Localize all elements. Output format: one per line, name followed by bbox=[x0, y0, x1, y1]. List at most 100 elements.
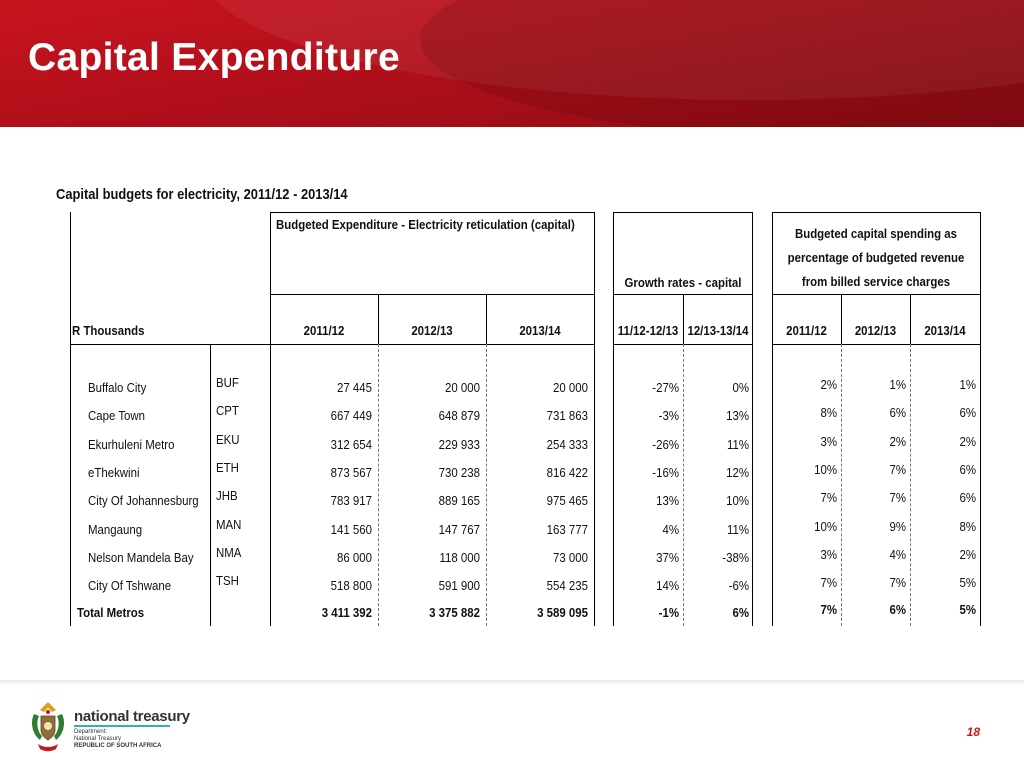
table-row-name: Nelson Mandela Bay bbox=[88, 550, 194, 565]
pct-group-header-line: Budgeted capital spending as bbox=[794, 226, 958, 241]
table-row-budget-value: 312 654 bbox=[330, 437, 372, 452]
table-row-name: City Of Johannesburg bbox=[88, 493, 199, 508]
table-header-bottom-pct bbox=[772, 344, 981, 345]
table-row-growth-value: -27% bbox=[652, 380, 679, 395]
table-border-code-left bbox=[210, 344, 211, 626]
table-row-pct-value: 8% bbox=[959, 519, 976, 534]
table-row-budget-value: 783 917 bbox=[330, 493, 372, 508]
table-row-growth-value: 37% bbox=[656, 550, 679, 565]
header-banner: Capital Expenditure bbox=[0, 0, 1024, 127]
table-left-border bbox=[70, 212, 71, 626]
table-row-name: Ekurhuleni Metro bbox=[88, 437, 175, 452]
table-row-budget-value: 20 000 bbox=[445, 380, 480, 395]
table-row-budget-value: 141 560 bbox=[330, 522, 372, 537]
table-row-pct-value: 4% bbox=[889, 547, 906, 562]
table-row-growth-value: 13% bbox=[656, 493, 679, 508]
table-row-pct-value: 2% bbox=[959, 434, 976, 449]
coat-of-arms-icon bbox=[32, 702, 64, 752]
table-row-pct-value: 1% bbox=[889, 377, 906, 392]
table-row-pct-value: 1% bbox=[959, 377, 976, 392]
table-row-budget-value: 730 238 bbox=[438, 465, 480, 480]
table-row-pct-value: 7% bbox=[889, 575, 906, 590]
table-row-budget-value: 591 900 bbox=[438, 578, 480, 593]
budget-col-sep-1 bbox=[378, 294, 379, 344]
budget-year-header: 2011/12 bbox=[303, 323, 345, 338]
table-row-budget-value: 118 000 bbox=[439, 550, 480, 565]
table-row-budget-value: 73 000 bbox=[553, 550, 588, 565]
table-row-growth-value: -38% bbox=[722, 550, 749, 565]
table-row-budget-value: 648 879 bbox=[438, 408, 480, 423]
table-row-pct-value: 6% bbox=[959, 490, 976, 505]
budget-year-header: 2012/13 bbox=[411, 323, 453, 338]
logo-line-treasury: National Treasury bbox=[74, 736, 122, 742]
table-row-code: MAN bbox=[216, 517, 242, 532]
table-top-budget bbox=[270, 212, 595, 213]
budget-col-sep-2 bbox=[486, 294, 487, 344]
table-border-growth-right bbox=[752, 212, 753, 626]
table-row-budget-value: 816 422 bbox=[546, 465, 588, 480]
growth-col-dash bbox=[683, 344, 684, 626]
table-row-pct-value: 7% bbox=[820, 490, 837, 505]
total-row-pct-value: 6% bbox=[889, 602, 906, 617]
table-row-code: TSH bbox=[216, 573, 239, 588]
logo-line-republic: REPUBLIC OF SOUTH AFRICA bbox=[74, 743, 162, 749]
table-row-budget-value: 873 567 bbox=[330, 465, 372, 480]
table-row-pct-value: 3% bbox=[820, 547, 837, 562]
budget-year-header: 2013/14 bbox=[519, 323, 561, 338]
pct-col-sep-2 bbox=[910, 294, 911, 344]
table-row-code: ETH bbox=[216, 460, 239, 475]
table-row-pct-value: 10% bbox=[814, 519, 837, 534]
table-mid-budget bbox=[270, 294, 595, 295]
table-row-growth-value: 11% bbox=[726, 437, 749, 452]
table-row-budget-value: 731 863 bbox=[546, 408, 588, 423]
budget-col-dash-1 bbox=[378, 344, 379, 626]
total-row-name: Total Metros bbox=[77, 605, 145, 620]
table-row-growth-value: -3% bbox=[658, 408, 679, 423]
table-row-budget-value: 147 767 bbox=[438, 522, 480, 537]
table-row-budget-value: 518 800 bbox=[330, 578, 372, 593]
table-row-growth-value: 4% bbox=[662, 522, 679, 537]
table-row-growth-value: -6% bbox=[728, 578, 749, 593]
table-row-growth-value: 10% bbox=[726, 493, 749, 508]
slide-title: Capital Expenditure bbox=[28, 36, 400, 79]
total-row-budget-value: 3 589 095 bbox=[537, 605, 588, 620]
table-border-budget-right bbox=[594, 212, 595, 626]
table-row-name: City Of Tshwane bbox=[88, 578, 172, 593]
table-row-name: Buffalo City bbox=[88, 380, 147, 395]
pct-col-sep-1 bbox=[841, 294, 842, 344]
table-row-budget-value: 975 465 bbox=[546, 493, 588, 508]
pct-col-dash-1 bbox=[841, 344, 842, 626]
pct-col-dash-2 bbox=[910, 344, 911, 626]
total-row-budget-value: 3 375 882 bbox=[429, 605, 480, 620]
logo-name: national treasury bbox=[74, 708, 190, 725]
table-row-pct-value: 8% bbox=[820, 405, 837, 420]
footer-divider bbox=[0, 680, 1024, 686]
table-row-pct-value: 9% bbox=[889, 519, 906, 534]
table-row-growth-value: 12% bbox=[726, 465, 749, 480]
table-row-pct-value: 10% bbox=[814, 462, 837, 477]
growth-group-header: Growth rates - capital bbox=[624, 275, 742, 290]
table-row-budget-value: 667 449 bbox=[330, 408, 372, 423]
table-row-name: Mangaung bbox=[88, 522, 143, 537]
table-border-budget-left bbox=[270, 212, 271, 626]
table-row-pct-value: 6% bbox=[889, 405, 906, 420]
table-title: Capital budgets for electricity, 2011/12… bbox=[56, 186, 348, 203]
table-top-growth bbox=[613, 212, 753, 213]
table-row-pct-value: 7% bbox=[820, 575, 837, 590]
pct-year-header: 2011/12 bbox=[786, 323, 827, 338]
logo-rule bbox=[74, 725, 170, 727]
pct-group-header-line: percentage of budgeted revenue bbox=[787, 250, 965, 265]
budget-col-dash-2 bbox=[486, 344, 487, 626]
total-row-growth-value: -1% bbox=[658, 605, 679, 620]
growth-period-header: 11/12-12/13 bbox=[617, 323, 679, 338]
table-row-budget-value: 229 933 bbox=[438, 437, 480, 452]
table-row-budget-value: 889 165 bbox=[438, 493, 480, 508]
table-mid-pct bbox=[772, 294, 981, 295]
table-row-pct-value: 5% bbox=[959, 575, 976, 590]
table-border-growth-left bbox=[613, 212, 614, 626]
table-border-pct-left bbox=[772, 212, 773, 626]
table-row-growth-value: 0% bbox=[732, 380, 749, 395]
table-row-growth-value: 13% bbox=[726, 408, 749, 423]
pct-year-header: 2013/14 bbox=[924, 323, 966, 338]
